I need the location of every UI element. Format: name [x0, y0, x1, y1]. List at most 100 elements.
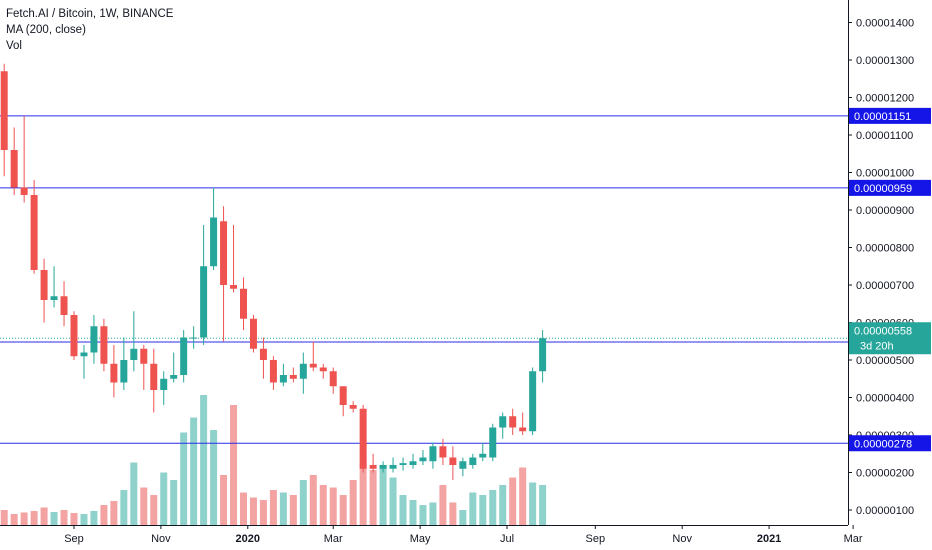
y-tick-label: 0.00001200 [856, 93, 914, 105]
candle-body [190, 337, 198, 339]
candle-body [80, 352, 88, 357]
candle-body [90, 326, 98, 353]
volume-bar [409, 500, 417, 525]
candle-body [299, 363, 307, 379]
candle-body [130, 348, 138, 360]
candle-body [20, 187, 28, 195]
candle-body [70, 315, 78, 357]
x-tick-label: 2020 [236, 533, 260, 545]
candle-body [479, 453, 487, 458]
volume-bar [110, 501, 118, 525]
x-tick-label: 2021 [757, 533, 781, 545]
y-tick-label: 0.00000700 [856, 280, 914, 292]
x-tick-label: Sep [64, 533, 84, 545]
volume-bar [190, 417, 198, 525]
candle-body [449, 457, 457, 465]
y-tick-label: 0.00001000 [856, 168, 914, 180]
last-price-tag-bg [849, 322, 931, 355]
volume-bar [30, 511, 38, 525]
volume-bar [299, 480, 307, 525]
candle-body [289, 375, 297, 379]
volume-bar [249, 497, 257, 525]
candle-body [0, 71, 8, 150]
volume-bar [519, 467, 527, 525]
volume-bar [499, 485, 507, 525]
volume-bar [439, 485, 447, 525]
candle-body [359, 408, 367, 469]
volume-bar [489, 490, 497, 525]
candle-body [160, 378, 168, 390]
candle-body [419, 457, 427, 462]
x-tick-label: Nov [151, 533, 171, 545]
candle-body [110, 363, 118, 383]
candle-body [409, 461, 417, 465]
volume-bar [130, 462, 138, 525]
y-tick-label: 0.00001100 [856, 130, 913, 142]
volume-bar [50, 512, 58, 525]
volume-bar [399, 495, 407, 525]
volume-bar [239, 492, 247, 525]
countdown-tag: 3d 20h [860, 340, 894, 352]
candle-body [489, 427, 497, 458]
x-tick-label: Mar [324, 533, 343, 545]
candle-body [539, 338, 547, 372]
volume-bar [259, 500, 267, 525]
candle-body [509, 416, 517, 428]
candle-body [60, 296, 68, 315]
ma-indicator-label[interactable]: MA (200, close) [6, 24, 86, 36]
y-tick-label: 0.00000100 [856, 505, 914, 517]
volume-bar [309, 475, 317, 525]
candle-body [220, 221, 228, 285]
candle-body [50, 296, 58, 300]
y-tick-label: 0.00000500 [856, 355, 914, 367]
volume-bar [90, 511, 98, 525]
y-tick-label: 0.00000400 [856, 393, 914, 405]
candle-body [369, 465, 377, 469]
volume-bar [120, 490, 128, 525]
volume-bar [349, 480, 357, 525]
volume-bar [429, 502, 437, 525]
chart-legend: Fetch.AI / Bitcoin, 1W, BINANCE MA (200,… [6, 6, 173, 54]
volume-bar [369, 470, 377, 525]
candle-body [249, 318, 257, 349]
candle-body [429, 446, 437, 462]
volume-bar [180, 432, 188, 525]
horizontal-levels [0, 115, 848, 444]
x-tick-label: Jul [500, 533, 514, 545]
volume-bar [100, 505, 108, 525]
x-tick-label: Sep [586, 533, 606, 545]
candle-body [329, 371, 337, 387]
volume-bar [419, 505, 427, 525]
last-price-tag: 0.00000558 [854, 325, 912, 337]
level-tag: 0.00000959 [854, 183, 912, 195]
price-tags: 0.000011510.000009590.000005480.00000278… [849, 107, 931, 452]
candle-body [459, 461, 467, 469]
level-tag-bg [849, 179, 931, 196]
volume-bar [459, 510, 467, 525]
level-tag-bg [849, 107, 931, 124]
candle-body [389, 465, 397, 469]
candle-body [40, 270, 48, 300]
axes: 0.000001000.000002000.000003000.00000400… [0, 0, 914, 545]
candle-body [529, 371, 537, 432]
volume-bar [449, 502, 457, 525]
candle-body [10, 150, 18, 188]
volume-indicator-label[interactable]: Vol [6, 40, 22, 52]
symbol-title[interactable]: Fetch.AI / Bitcoin, 1W, BINANCE [6, 8, 174, 20]
volume-bar [160, 472, 168, 525]
y-tick-label: 0.00001300 [856, 55, 914, 67]
volume-bar [20, 512, 28, 525]
candle-body [469, 457, 477, 465]
volume-bar [40, 507, 48, 525]
volume-bar [529, 482, 537, 525]
volume-bar [170, 480, 178, 525]
volume-bar [10, 514, 18, 525]
volume-bar [60, 510, 68, 525]
candle-body [239, 288, 247, 319]
y-tick-label: 0.00001400 [856, 18, 914, 30]
candle-body [140, 348, 148, 364]
volume-bar [479, 495, 487, 525]
candle-body [170, 375, 178, 379]
volume-bar [140, 487, 148, 525]
